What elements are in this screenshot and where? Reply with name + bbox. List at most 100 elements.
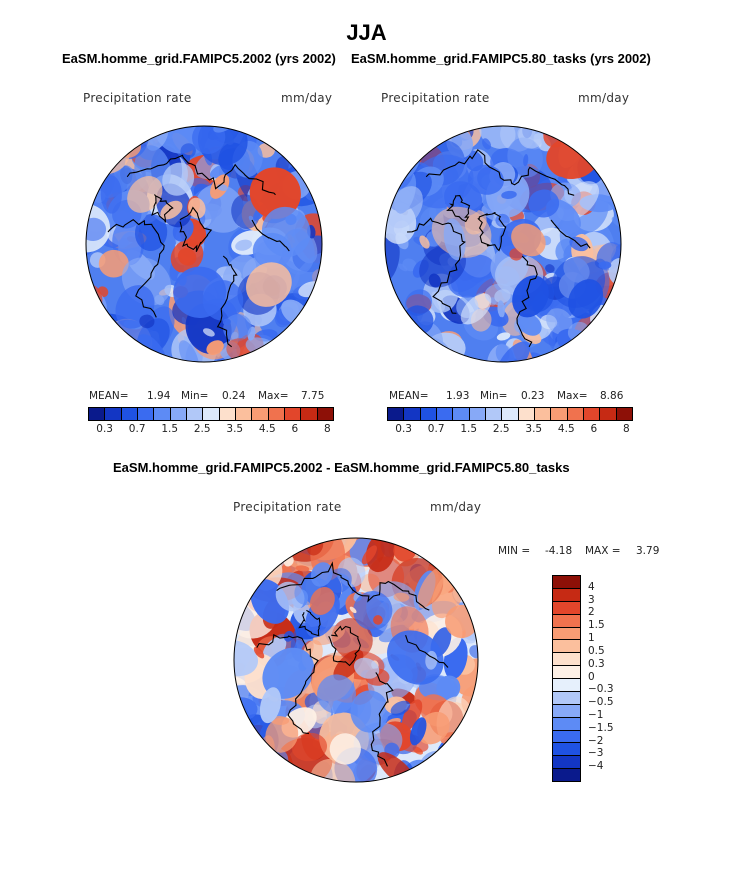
panel2-polar-map [384,125,622,363]
panel1-polar-map [85,125,323,363]
diff-polar-map [233,537,479,783]
colorbar-tick-label: 6 [291,423,299,435]
diff-variable-label: Precipitation rate [233,500,342,514]
colorbar-swatch [553,601,580,615]
diff-colorbar [552,575,581,782]
colorbar-swatch [89,408,106,420]
colorbar-tick-label: −1.5 [588,721,614,734]
colorbar-tick-label: 4.5 [557,423,575,435]
panel1-mean-value: 1.94 [147,390,171,402]
colorbar-tick-label: −0.3 [588,683,614,696]
colorbar-tick-label: 2 [588,606,595,619]
diff-min-value: -4.18 [545,545,573,557]
colorbar-swatch [553,730,580,744]
diff-max-label: MAX = [585,545,621,557]
panel1-min-label: Min= [181,390,209,402]
diff-title: EaSM.homme_grid.FAMIPC5.2002 - EaSM.homm… [113,460,570,475]
colorbar-swatch [534,408,552,420]
colorbar-tick-label: 0.7 [128,423,146,435]
colorbar-swatch [553,691,580,705]
colorbar-tick-label: 3 [588,593,595,606]
panel2-units-label: mm/day [578,91,630,105]
colorbar-tick-label: 4.5 [258,423,276,435]
colorbar-tick-label: −4 [588,760,604,773]
diff-max-value: 3.79 [636,545,660,557]
colorbar-tick-label: 0.5 [588,644,605,657]
panel1-title: EaSM.homme_grid.FAMIPC5.2002 (yrs 2002) [62,51,336,66]
colorbar-swatch [553,666,580,679]
colorbar-tick-label: 0.3 [588,657,605,670]
panel1-units-label: mm/day [281,91,333,105]
colorbar-swatch [567,408,584,420]
colorbar-tick-label: 2.5 [492,423,510,435]
colorbar-swatch [553,679,580,692]
colorbar-tick-label: 1 [588,632,595,645]
colorbar-tick-label: 1.5 [161,423,179,435]
colorbar-swatch [301,408,318,420]
colorbar-swatch [551,408,568,420]
colorbar-swatch [170,408,187,420]
colorbar-swatch [553,653,580,667]
colorbar-swatch [553,743,580,757]
colorbar-swatch [268,408,285,420]
colorbar-swatch [485,408,503,420]
colorbar-swatch [453,408,470,420]
colorbar-tick-label: 0 [588,670,595,683]
colorbar-tick-label: 4 [588,580,595,593]
colorbar-swatch [553,769,580,781]
panel2-colorbar [387,407,633,421]
colorbar-tick-label: 1.5 [588,619,605,632]
colorbar-swatch [616,408,632,420]
panel2-title: EaSM.homme_grid.FAMIPC5.80_tasks (yrs 20… [351,51,651,66]
panel2-mean-value: 1.93 [446,390,470,402]
colorbar-tick-label: 3.5 [525,423,543,435]
colorbar-tick-label: 8 [324,423,331,435]
colorbar-swatch [518,408,535,420]
colorbar-tick-label: −2 [588,734,604,747]
colorbar-swatch [583,408,601,420]
colorbar-swatch [284,408,302,420]
panel2-max-label: Max= [557,390,588,402]
colorbar-swatch [317,408,333,420]
colorbar-swatch [553,717,580,731]
colorbar-tick-label: −0.5 [588,696,614,709]
colorbar-tick-label: 2.5 [193,423,211,435]
colorbar-tick-label: 0.3 [395,423,412,435]
panel2-min-label: Min= [480,390,508,402]
colorbar-swatch [553,756,580,770]
colorbar-swatch [137,408,155,420]
colorbar-tick-label: 1.5 [460,423,478,435]
colorbar-swatch [388,408,405,420]
panel2-variable-label: Precipitation rate [381,91,490,105]
colorbar-tick-label: −1 [588,708,604,721]
colorbar-tick-label: 0.3 [96,423,113,435]
panel1-colorbar [88,407,334,421]
panel1-mean-label: MEAN= [89,390,129,402]
panel1-max-value: 7.75 [301,390,325,402]
colorbar-swatch [186,408,204,420]
colorbar-swatch [219,408,236,420]
colorbar-swatch [553,704,580,718]
colorbar-swatch [436,408,454,420]
colorbar-tick-label: 0.7 [427,423,445,435]
panel2-max-value: 8.86 [600,390,624,402]
panel1-variable-label: Precipitation rate [83,91,192,105]
colorbar-swatch [252,408,269,420]
colorbar-swatch [553,640,580,654]
colorbar-tick-label: −3 [588,747,604,760]
diff-units-label: mm/day [430,500,482,514]
colorbar-swatch [154,408,171,420]
colorbar-tick-label: 8 [623,423,630,435]
figure-title: JJA [346,20,387,45]
colorbar-swatch [553,576,580,589]
panel1-min-value: 0.24 [222,390,246,402]
panel1-max-label: Max= [258,390,289,402]
colorbar-swatch [121,408,138,420]
colorbar-swatch [203,408,220,420]
colorbar-swatch [600,408,617,420]
colorbar-tick-label: 6 [590,423,598,435]
colorbar-tick-label: 3.5 [226,423,244,435]
colorbar-swatch [420,408,437,420]
diff-min-label: MIN = [498,545,531,557]
colorbar-swatch [553,627,580,641]
